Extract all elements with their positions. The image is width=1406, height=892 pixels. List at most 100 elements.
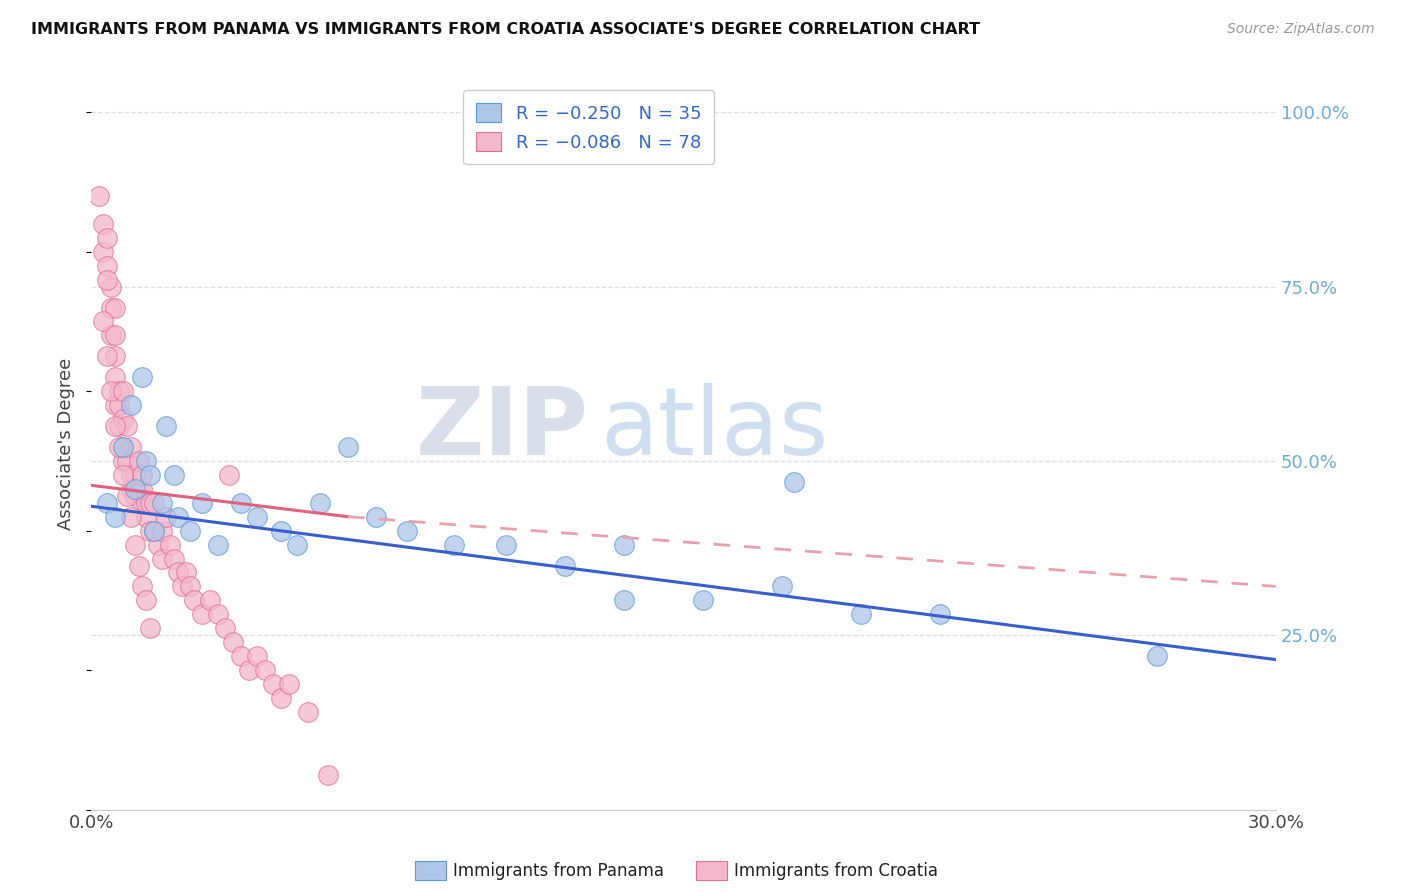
Point — [139, 524, 162, 538]
Point — [139, 496, 162, 510]
Point — [111, 384, 134, 399]
Point — [207, 607, 229, 622]
Point — [253, 663, 276, 677]
Point — [150, 496, 173, 510]
Point — [96, 349, 118, 363]
Point — [231, 496, 253, 510]
Point — [150, 524, 173, 538]
Text: atlas: atlas — [600, 383, 830, 475]
Point — [135, 496, 157, 510]
Point — [270, 524, 292, 538]
Point — [207, 538, 229, 552]
Text: IMMIGRANTS FROM PANAMA VS IMMIGRANTS FROM CROATIA ASSOCIATE'S DEGREE CORRELATION: IMMIGRANTS FROM PANAMA VS IMMIGRANTS FRO… — [31, 22, 980, 37]
Point — [198, 593, 221, 607]
Point — [100, 279, 122, 293]
Point — [613, 538, 636, 552]
Y-axis label: Associate's Degree: Associate's Degree — [58, 358, 75, 530]
Point — [124, 538, 146, 552]
Point — [554, 558, 576, 573]
Point — [364, 509, 387, 524]
Point — [124, 489, 146, 503]
Point — [443, 538, 465, 552]
Point — [231, 649, 253, 664]
Point — [124, 467, 146, 482]
Point — [190, 496, 212, 510]
Point — [238, 663, 260, 677]
Point — [163, 551, 186, 566]
Point — [139, 467, 162, 482]
Point — [131, 370, 153, 384]
Point — [111, 440, 134, 454]
Point — [107, 419, 129, 434]
Point — [120, 467, 142, 482]
Point — [111, 412, 134, 426]
Point — [131, 482, 153, 496]
Point — [107, 384, 129, 399]
Point — [135, 454, 157, 468]
Point — [167, 509, 190, 524]
Point — [135, 593, 157, 607]
Point — [111, 454, 134, 468]
Point — [297, 705, 319, 719]
Point — [179, 524, 201, 538]
Point — [96, 259, 118, 273]
Point — [246, 509, 269, 524]
Point — [115, 489, 138, 503]
Point — [183, 593, 205, 607]
Point — [100, 384, 122, 399]
Point — [613, 593, 636, 607]
Point — [336, 440, 359, 454]
Point — [851, 607, 873, 622]
Point — [104, 370, 127, 384]
Point — [143, 496, 166, 510]
Point — [143, 524, 166, 538]
Point — [277, 677, 299, 691]
Point — [131, 496, 153, 510]
Point — [104, 349, 127, 363]
Point — [770, 579, 793, 593]
Point — [115, 419, 138, 434]
Text: ZIP: ZIP — [416, 383, 589, 475]
Point — [128, 558, 150, 573]
Point — [783, 475, 806, 489]
Point — [163, 467, 186, 482]
Point — [96, 272, 118, 286]
Point — [104, 509, 127, 524]
Point — [100, 301, 122, 315]
Point — [104, 398, 127, 412]
Point — [692, 593, 714, 607]
Point — [96, 496, 118, 510]
Text: Immigrants from Croatia: Immigrants from Croatia — [734, 862, 938, 880]
Point — [120, 509, 142, 524]
Point — [148, 538, 170, 552]
Point — [135, 509, 157, 524]
Text: Source: ZipAtlas.com: Source: ZipAtlas.com — [1227, 22, 1375, 37]
Point — [309, 496, 332, 510]
Point — [218, 467, 240, 482]
Point — [115, 454, 138, 468]
Point — [91, 217, 114, 231]
Point — [495, 538, 517, 552]
Point — [285, 538, 308, 552]
Point — [262, 677, 284, 691]
Point — [120, 398, 142, 412]
Point — [246, 649, 269, 664]
Point — [107, 440, 129, 454]
Point — [179, 579, 201, 593]
Point — [150, 551, 173, 566]
Point — [111, 467, 134, 482]
Point — [100, 328, 122, 343]
Point — [167, 566, 190, 580]
Point — [120, 440, 142, 454]
Point — [316, 767, 339, 781]
Point — [91, 244, 114, 259]
Point — [270, 690, 292, 705]
Point — [107, 398, 129, 412]
Point — [170, 579, 193, 593]
Point — [124, 482, 146, 496]
Point — [190, 607, 212, 622]
Point — [87, 189, 110, 203]
Point — [131, 467, 153, 482]
Point — [174, 566, 197, 580]
Text: Immigrants from Panama: Immigrants from Panama — [453, 862, 664, 880]
